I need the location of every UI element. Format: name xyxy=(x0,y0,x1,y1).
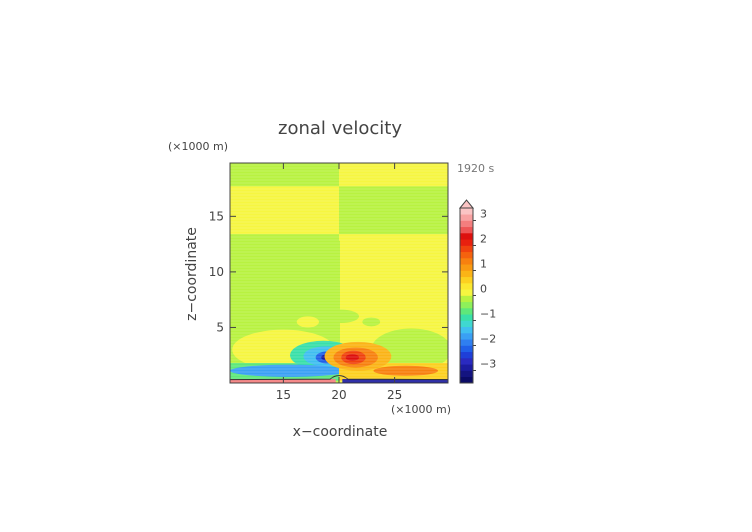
contour-region-8 xyxy=(371,328,448,371)
y-tick-label: 10 xyxy=(209,265,224,279)
colorbar-segment xyxy=(460,270,473,278)
colorbar-tick-label: −1 xyxy=(480,308,496,321)
colorbar-segment xyxy=(460,251,473,259)
colorbar-segment xyxy=(460,333,473,340)
colorbar-segment xyxy=(460,264,473,271)
chart-title: zonal velocity xyxy=(278,118,402,139)
y-tick-label: 5 xyxy=(216,320,224,334)
colorbar-segment xyxy=(460,233,473,240)
colorbar-segment xyxy=(460,295,473,303)
x-unit-label: (×1000 m) xyxy=(391,403,451,416)
colorbar-segment xyxy=(460,358,473,365)
y-unit-label: (×1000 m) xyxy=(168,140,228,153)
colorbar-segment xyxy=(460,376,473,384)
colorbar-segment xyxy=(460,214,473,221)
contour-region-24 xyxy=(230,379,336,383)
x-tick-label: 20 xyxy=(331,388,346,402)
colorbar-segment xyxy=(460,289,473,296)
colorbar: 3 2 1 0 −1 −2 −3 xyxy=(458,199,496,384)
colorbar-extend-arrow xyxy=(458,199,475,209)
time-label: 1920 s xyxy=(457,162,494,175)
colorbar-segment xyxy=(460,339,473,346)
colorbar-tick-label: 1 xyxy=(480,258,487,271)
colorbar-segment xyxy=(460,220,473,228)
colorbar-tick-label: −2 xyxy=(480,333,496,346)
contour-region-3 xyxy=(230,186,339,235)
y-tick-label: 15 xyxy=(209,209,224,223)
x-tick-label: 15 xyxy=(276,388,291,402)
axes: 15 20 25 5 10 15 xyxy=(209,163,448,402)
contour-region-21 xyxy=(373,365,438,376)
colorbar-segment xyxy=(460,276,473,284)
contour-region-10 xyxy=(296,316,319,328)
contour-region-23 xyxy=(345,354,360,361)
terrain-line xyxy=(230,375,448,381)
contour-region-25 xyxy=(342,379,448,383)
colorbar-segment xyxy=(460,283,473,290)
colorbar-segment xyxy=(460,308,473,315)
x-tick-label: 25 xyxy=(387,388,402,402)
contour-region-4 xyxy=(339,186,448,235)
colorbar-tick-label: 3 xyxy=(480,208,487,221)
contour-field xyxy=(230,163,448,383)
colorbar-segment xyxy=(460,245,473,253)
contour-region-11 xyxy=(362,317,381,327)
colorbar-tick-label: −3 xyxy=(480,358,496,371)
colorbar-segment xyxy=(460,326,473,334)
colorbar-segment xyxy=(460,320,473,328)
contour-region-15 xyxy=(230,364,348,377)
y-axis-label: z−coordinate xyxy=(184,227,200,321)
colorbar-tick-label: 2 xyxy=(480,233,487,246)
colorbar-segment xyxy=(460,239,473,246)
colorbar-segment xyxy=(460,364,473,371)
colorbar-segment xyxy=(460,370,473,378)
colorbar-segment xyxy=(460,345,473,353)
contour-region-9 xyxy=(323,309,360,324)
colorbar-segment xyxy=(460,208,473,215)
contour-region-2 xyxy=(230,163,339,187)
colorbar-segment xyxy=(460,301,473,309)
colorbar-segment xyxy=(460,351,473,359)
colorbar-segment xyxy=(460,226,473,234)
colorbar-segment xyxy=(460,258,473,265)
colorbar-tick-label: 0 xyxy=(480,283,487,296)
colorbar-segment xyxy=(460,314,473,321)
x-axis-label: x−coordinate xyxy=(293,424,388,440)
